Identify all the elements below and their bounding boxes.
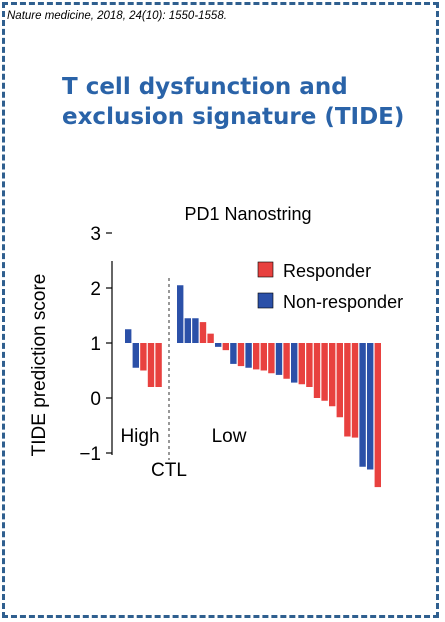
y-tick-label: 0: [90, 389, 101, 410]
chart-title: PD1 Nanostring: [184, 204, 311, 224]
slide-title: T cell dysfunction and exclusion signatu…: [62, 74, 405, 130]
bar-low-18: [306, 343, 313, 387]
bar-high-3: [140, 343, 147, 371]
legend-swatch-non-responder: [257, 292, 274, 309]
group-label-low: Low: [212, 426, 247, 447]
legend-label-responder: Responder: [283, 261, 371, 281]
bar-low-12: [260, 343, 267, 371]
slide-frame: [2, 2, 439, 618]
bar-low-19: [313, 343, 321, 398]
bar-high-1: [125, 329, 132, 343]
y-tick-label: −1: [79, 444, 101, 465]
bar-low-1: [177, 285, 184, 343]
legend: Responder Non-responder: [257, 261, 403, 312]
bar-low-14: [275, 343, 283, 375]
bar-low-25: [359, 343, 366, 467]
y-tick-label: 1: [90, 334, 101, 355]
bar-low-5: [207, 333, 214, 343]
citation-text: Nature medicine, 2018, 24(10): 1550-1558…: [7, 10, 227, 22]
bar-high-5: [155, 343, 162, 387]
bars-group: [125, 285, 381, 488]
bar-low-11: [253, 343, 260, 370]
y-axis-label: TIDE prediction score: [29, 274, 50, 457]
x-axis-label-ctl: CTL: [151, 460, 187, 481]
bar-low-22: [336, 343, 343, 418]
bar-low-6: [215, 343, 222, 347]
bar-low-26: [367, 343, 374, 470]
bar-low-2: [184, 318, 191, 343]
y-axis-ticks: 3 2 1 0 −1: [79, 224, 112, 465]
bar-low-27: [374, 343, 381, 488]
bar-low-13: [268, 343, 275, 374]
bar-high-4: [147, 343, 155, 387]
bar-low-15: [283, 343, 290, 379]
bar-low-7: [222, 343, 229, 351]
bar-low-20: [321, 343, 328, 401]
y-tick-label: 3: [90, 224, 101, 245]
legend-label-non-responder: Non-responder: [283, 292, 403, 312]
bar-low-3: [192, 318, 199, 343]
bar-high-2: [132, 343, 139, 368]
bar-low-21: [329, 343, 336, 407]
bar-low-17: [298, 343, 305, 385]
y-tick-label: 2: [90, 279, 101, 300]
legend-swatch-responder: [257, 261, 274, 278]
bar-low-23: [344, 343, 351, 437]
bar-low-24: [351, 343, 359, 438]
bar-low-10: [245, 343, 252, 368]
bar-low-9: [237, 343, 245, 367]
bar-low-8: [230, 343, 237, 364]
bar-low-4: [199, 322, 207, 343]
group-label-high: High: [120, 426, 159, 447]
bar-low-16: [291, 343, 298, 383]
